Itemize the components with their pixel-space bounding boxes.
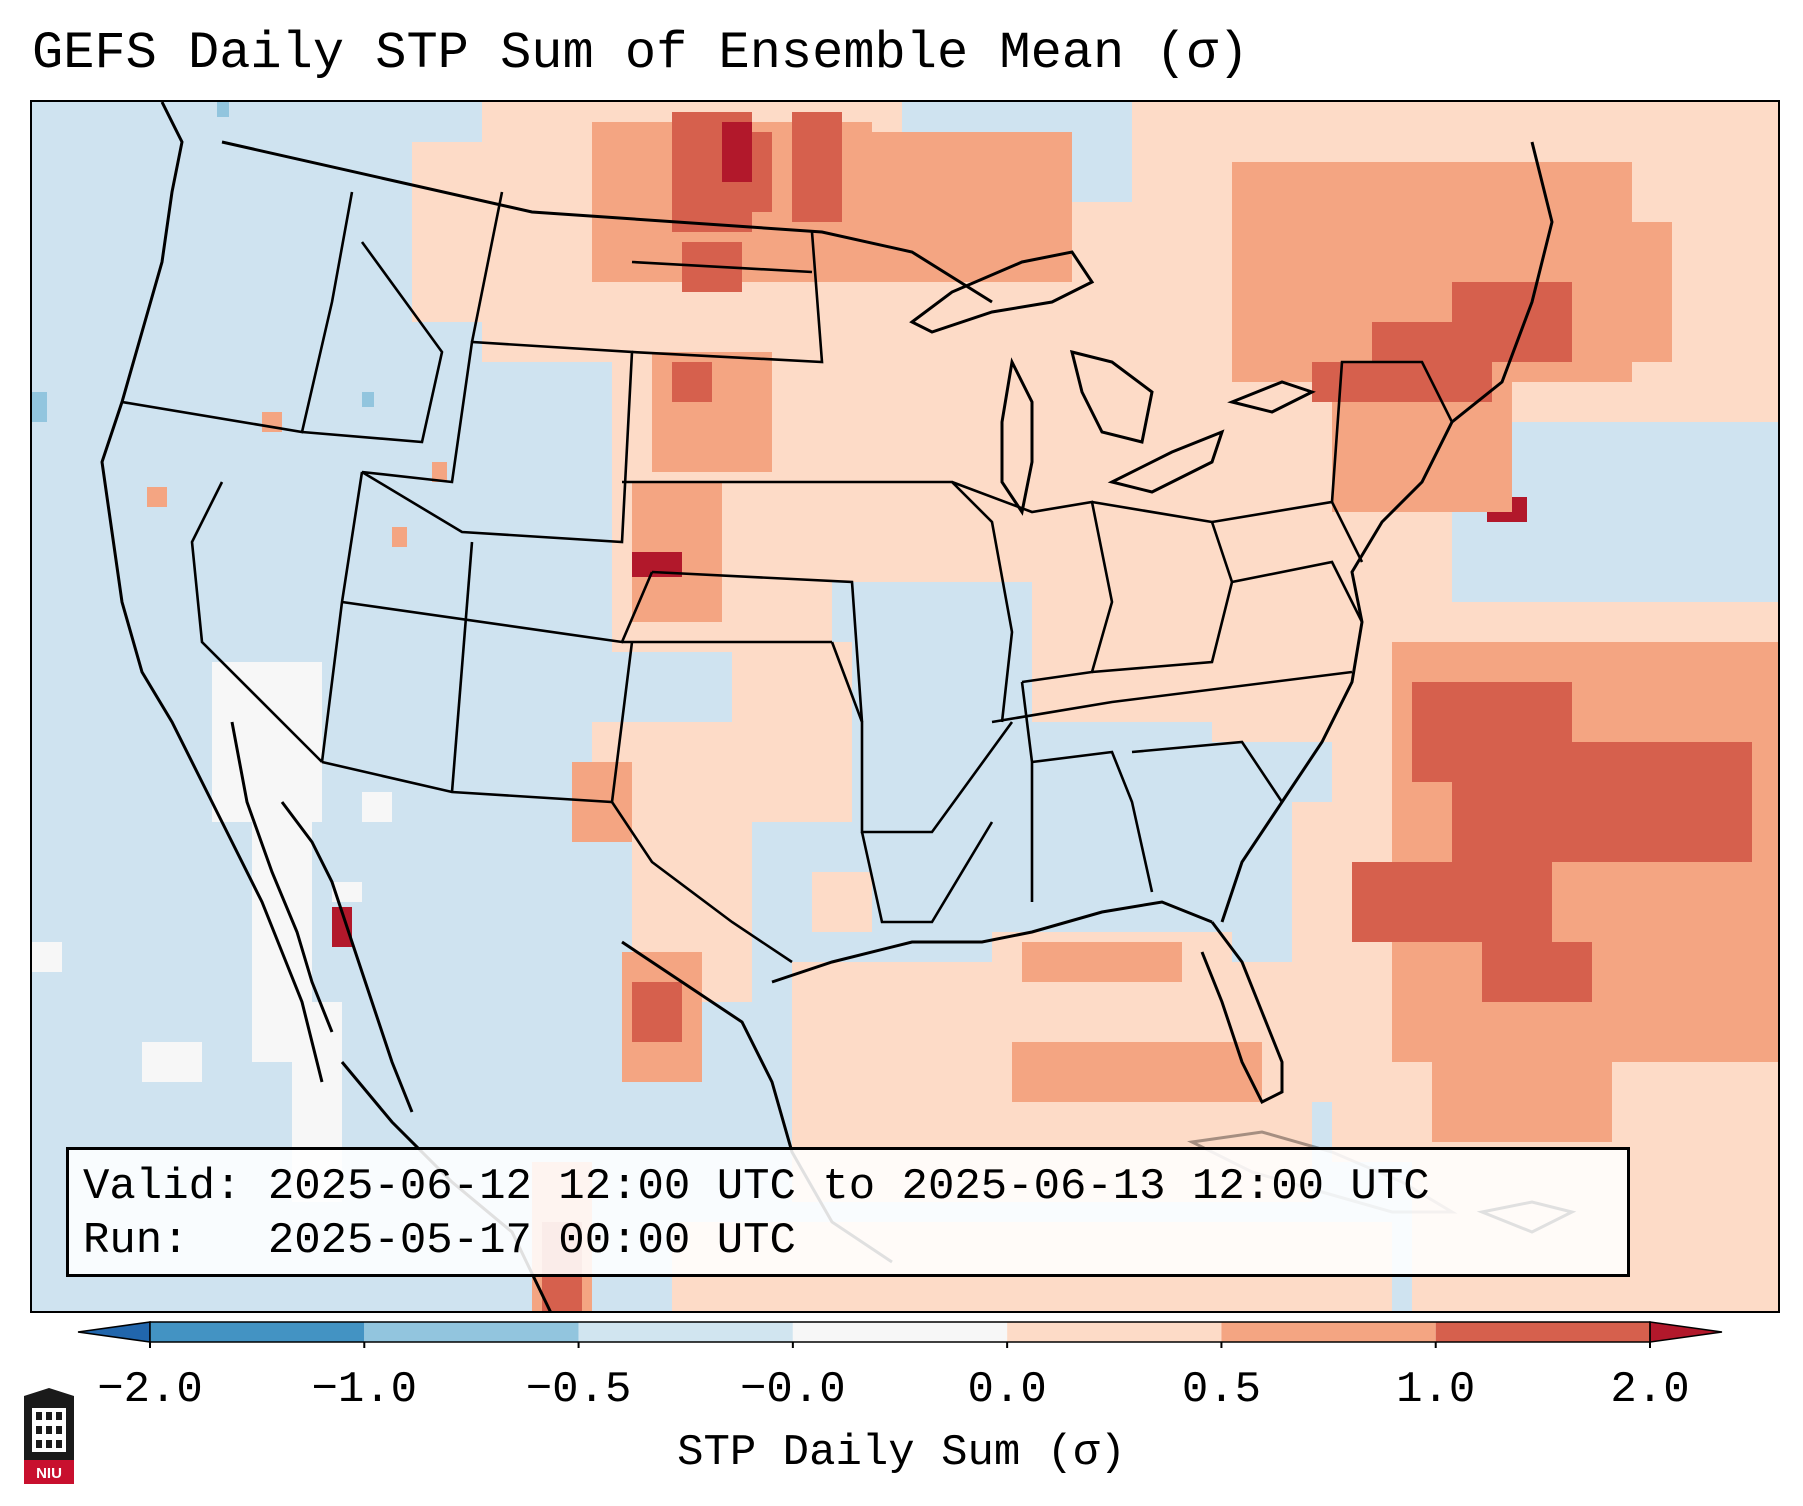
colorbar-ticks: [149, 1342, 1651, 1348]
colorbar-bin: [1221, 1322, 1436, 1342]
negative-patch: [32, 102, 374, 422]
colorbar-bin: [792, 1322, 1008, 1342]
valid-time-range: 2025-06-12 12:00 UTC to 2025-06-13 12:00…: [267, 1162, 1430, 1212]
colorbar-bin: [578, 1322, 793, 1342]
colorbar-tick-label: −1.0: [311, 1365, 418, 1415]
colorbar-tick-label: 2.0: [1610, 1365, 1690, 1415]
colorbar-bin: [364, 1322, 579, 1342]
atlantic-coast: [1220, 141, 1554, 923]
lake-huron: [1069, 349, 1154, 444]
colorbar-tick-label: 1.0: [1396, 1365, 1476, 1415]
colorbar-bin: [150, 1322, 365, 1342]
logo-text: NIU: [36, 1465, 62, 1482]
colorbar: [77, 1321, 1723, 1348]
stp-anomaly-field: [32, 102, 1778, 1311]
run-time: 2025-05-17 00:00 UTC: [267, 1216, 796, 1266]
lake-michigan: [1000, 357, 1034, 516]
stp-map: [32, 102, 1778, 1311]
colorbar-tick-label: −0.0: [740, 1365, 846, 1415]
valid-label: Valid:: [83, 1162, 242, 1212]
anomaly-patch-caribbean-moderate: [1432, 1062, 1612, 1142]
baja-coastline: [230, 721, 334, 1033]
anomaly-patch-atlantic-strong: [1352, 682, 1752, 1002]
colorbar-under-arrow: [77, 1321, 151, 1343]
florida-coast: [1200, 921, 1284, 1105]
west-coastline: [100, 102, 324, 1083]
colorbar-outline: [149, 1321, 1651, 1343]
map-title: GEFS Daily STP Sum of Ensemble Mean (σ): [32, 24, 1249, 83]
state-boundaries: [121, 191, 1454, 964]
colorbar-tick-label: −0.5: [525, 1365, 632, 1415]
colorbar-over-arrow: [1649, 1321, 1723, 1343]
lake-superior: [909, 250, 1095, 334]
lake-ontario: [1227, 380, 1316, 414]
anomaly-patch-gulf-moderate: [1012, 942, 1262, 1102]
neutral-patch-west: [32, 662, 392, 1202]
anomaly-patch-northeast-strong: [1312, 282, 1572, 402]
gulf-of-california: [280, 801, 414, 1113]
lake-erie: [1107, 429, 1225, 494]
colorbar-bin: [1435, 1322, 1650, 1342]
colorbar-bin: [1007, 1322, 1222, 1342]
northern-gulf-coast: [771, 900, 1213, 984]
us-canada-border: [221, 140, 993, 304]
colorbar-tick-label: −2.0: [97, 1365, 203, 1415]
colorbar-tick-label: 0.5: [1181, 1365, 1262, 1415]
niu-logo: NIU: [24, 1388, 74, 1484]
valid-run-info-box: Valid: 2025-06-12 12:00 UTC to 2025-06-1…: [66, 1147, 1630, 1277]
anomaly-patch-west-isolated: [147, 412, 447, 547]
run-label: Run:: [83, 1216, 189, 1266]
colorbar-segments: [77, 1321, 1723, 1343]
map-panel: [30, 100, 1780, 1313]
colorbar-title: STP Daily Sum (σ): [677, 1428, 1126, 1478]
colorbar-tick-label: 0.0: [967, 1365, 1047, 1415]
